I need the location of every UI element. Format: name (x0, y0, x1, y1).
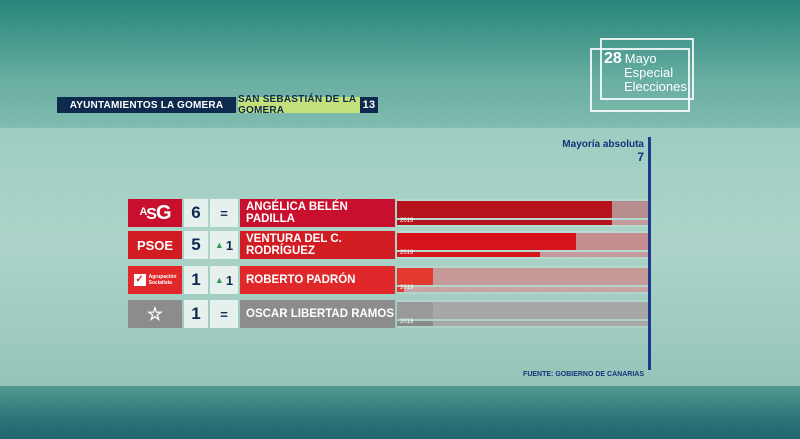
logo-frame (600, 38, 694, 100)
up-arrow-icon: ▲ (214, 275, 224, 285)
party-logo: ✓ Agrupación Socialista (128, 266, 182, 294)
previous-year-label: 2019 (400, 285, 414, 291)
party-logo: ☆ (128, 300, 182, 328)
prev-bar-remainder (612, 220, 648, 225)
majority-label: Mayoría absoluta (562, 139, 644, 150)
prev-bar-remainder (540, 252, 648, 257)
seats-value: 5 (184, 231, 208, 259)
bottom-band (0, 386, 800, 439)
bar-remainder (433, 302, 648, 319)
prev-bar-remainder (433, 321, 648, 326)
bar-remainder (576, 233, 648, 250)
current-seats-bar (397, 268, 433, 285)
previous-seats-bar (397, 321, 433, 326)
bar-remainder (612, 201, 648, 218)
previous-seats-bar (397, 252, 540, 257)
previous-year-label: 2019 (400, 319, 414, 325)
seat-change: ▲ 1 (210, 231, 238, 259)
majority-value: 7 (637, 150, 644, 164)
total-seats-badge: 13 (360, 97, 378, 113)
region-label: AYUNTAMIENTOS LA GOMERA (57, 97, 236, 113)
current-seats-bar (397, 201, 612, 218)
logo-line2: Especial (624, 65, 674, 80)
seat-bar-track: 2019 (397, 300, 648, 328)
seat-change: = (210, 199, 238, 227)
previous-year-label: 2019 (400, 250, 414, 256)
source-label: FUENTE: GOBIERNO DE CANARIAS (523, 371, 644, 378)
seats-value: 1 (184, 266, 208, 294)
seat-bar-track: 2019 (397, 199, 648, 227)
majority-line (648, 137, 651, 370)
party-logo: PSOE (128, 231, 182, 259)
logo-frame (590, 48, 690, 112)
seat-change: = (210, 300, 238, 328)
previous-seats-bar (397, 287, 404, 292)
election-logo: 28 Mayo Especial Elecciones (590, 38, 708, 112)
seats-value: 6 (184, 199, 208, 227)
seat-bar-track: 2019 (397, 266, 648, 294)
logo-day: 28 (604, 50, 622, 67)
candidate-name: ANGÉLICA BELÉN PADILLA (240, 199, 395, 227)
seat-change: ▲ 1 (210, 266, 238, 294)
current-seats-bar (397, 233, 576, 250)
previous-seats-bar (397, 220, 612, 225)
municipality-label: SAN SEBASTIÁN DE LA GOMERA (238, 94, 360, 116)
candidate-name: OSCAR LIBERTAD RAMOS (240, 300, 395, 328)
candidate-name: VENTURA DEL C. RODRÍGUEZ (240, 231, 395, 259)
current-seats-bar (397, 302, 433, 319)
up-arrow-icon: ▲ (214, 240, 224, 250)
seats-value: 1 (184, 300, 208, 328)
previous-year-label: 2019 (400, 218, 414, 224)
bar-remainder (433, 268, 648, 285)
candidate-name: ROBERTO PADRÓN (240, 266, 395, 294)
prev-bar-remainder (404, 287, 648, 292)
logo-line3: Elecciones (624, 79, 687, 94)
logo-line1: Mayo (624, 51, 657, 66)
seat-bar-track: 2019 (397, 231, 648, 259)
party-logo: ᴬSG (128, 199, 182, 227)
